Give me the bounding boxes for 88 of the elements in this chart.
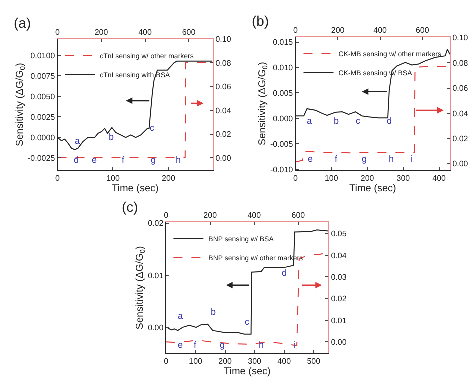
annotation: c — [245, 317, 250, 327]
x2-tick-label: 600 — [182, 28, 196, 38]
x2-tick-label: 0 — [164, 211, 170, 220]
x-tick-label: 0 — [294, 174, 299, 184]
y2-tick-label: 0.02 — [216, 130, 232, 140]
annotation: g — [362, 154, 368, 164]
y2-tick-label: 0.02 — [452, 134, 469, 144]
x-axis-title: Time (sec) — [350, 184, 396, 195]
y-tick-label: 0.00 — [148, 323, 164, 332]
x-tick-label: 100 — [324, 174, 339, 184]
y2-tick-label: 0.08 — [216, 58, 232, 68]
y2-tick-label: 0.10 — [216, 35, 232, 44]
annotation: f — [194, 340, 197, 350]
x2-tick-label: 400 — [248, 211, 262, 220]
y-tick-label: 0.0050 — [30, 92, 56, 102]
x2-tick-label: 0 — [56, 28, 61, 38]
y-tick-label: 0.0100 — [30, 51, 56, 60]
y-tick-label: 0.005 — [273, 89, 294, 98]
x2-tick-label: 400 — [374, 26, 388, 36]
x-tick-label: 200 — [218, 357, 233, 366]
x2-tick-label: 0 — [294, 26, 299, 36]
annotation: h — [176, 155, 182, 165]
y2-tick-label: 0.00 — [452, 160, 469, 169]
y-tick-label: 0.0025 — [30, 112, 56, 122]
y2-tick-label: 0.08 — [452, 58, 469, 68]
x2-tick-label: 200 — [204, 211, 218, 220]
y2-tick-label: 0.03 — [331, 272, 348, 282]
y2-tick-label: 0.06 — [452, 84, 469, 94]
x-tick-label: 300 — [248, 357, 262, 366]
x-tick-label: 0 — [164, 357, 170, 366]
annotation: d — [387, 116, 392, 126]
y-tick-label: 0.0000 — [30, 133, 56, 142]
x2-tick-label: 600 — [416, 26, 430, 36]
annotation: d — [74, 155, 80, 165]
x2-tick-label: 200 — [94, 28, 109, 38]
annotation: f — [335, 154, 338, 164]
chart-title: (b) — [252, 13, 270, 29]
y-tick-label: 0.010 — [273, 64, 294, 73]
y-tick-label: -0.0025 — [28, 154, 56, 163]
y-tick-label: -0.010 — [270, 165, 294, 174]
x-tick-label: 200 — [360, 174, 375, 184]
x-axis-title: Time (sec) — [112, 184, 159, 195]
annotation: e — [308, 154, 314, 164]
y-tick-label: 0.015 — [273, 38, 294, 48]
y-tick-label: -0.005 — [270, 140, 294, 149]
y2-tick-label: 0.10 — [452, 34, 469, 43]
y2-tick-label: 0.04 — [331, 251, 348, 260]
chart-title: (c) — [122, 199, 138, 215]
annotation: c — [356, 116, 361, 126]
y-tick-label: 0.01 — [148, 271, 164, 280]
x-tick-label: 0 — [56, 174, 61, 184]
annotation: b — [334, 116, 340, 126]
y2-tick-label: 0.00 — [216, 154, 232, 163]
x2-tick-label: 600 — [292, 211, 306, 220]
y-tick-label: 0.0075 — [30, 72, 56, 81]
annotation: h — [389, 154, 394, 164]
annotation: c — [150, 123, 155, 133]
x-tick-label: 100 — [106, 174, 120, 184]
x-tick-label: 100 — [189, 357, 204, 366]
chart-title: (a) — [14, 15, 32, 31]
y2-tick-label: 0.04 — [452, 109, 469, 118]
annotation: a — [75, 136, 80, 146]
y2-tick-label: 0.04 — [216, 106, 232, 116]
x-tick-label: 400 — [278, 357, 292, 366]
x-tick-label: 300 — [396, 174, 411, 184]
y2-tick-label: 0.00 — [331, 338, 348, 347]
annotation: b — [211, 307, 216, 317]
annotation: e — [92, 155, 98, 165]
y-tick-label: 0.000 — [273, 114, 294, 124]
x2-tick-label: 400 — [138, 28, 152, 38]
annotation: a — [307, 116, 312, 126]
x-tick-label: 500 — [307, 357, 322, 366]
y2-tick-label: 0.06 — [216, 82, 232, 92]
x-tick-label: 200 — [162, 174, 176, 184]
y2-tick-label: 0.02 — [331, 294, 348, 304]
y2-tick-label: 0.05 — [331, 230, 348, 239]
annotation: i — [411, 154, 413, 164]
y2-tick-label: 0.01 — [331, 316, 348, 326]
annotation: f — [122, 155, 125, 165]
y-tick-label: 0.02 — [148, 219, 164, 228]
annotation: b — [109, 132, 114, 142]
x-axis-title: Time (sec) — [224, 366, 271, 378]
annotation: d — [282, 268, 288, 278]
annotation: i — [294, 340, 296, 350]
annotation: a — [178, 311, 184, 321]
x-tick-label: 400 — [432, 174, 447, 184]
annotation: e — [178, 340, 184, 350]
x2-tick-label: 200 — [331, 26, 346, 36]
